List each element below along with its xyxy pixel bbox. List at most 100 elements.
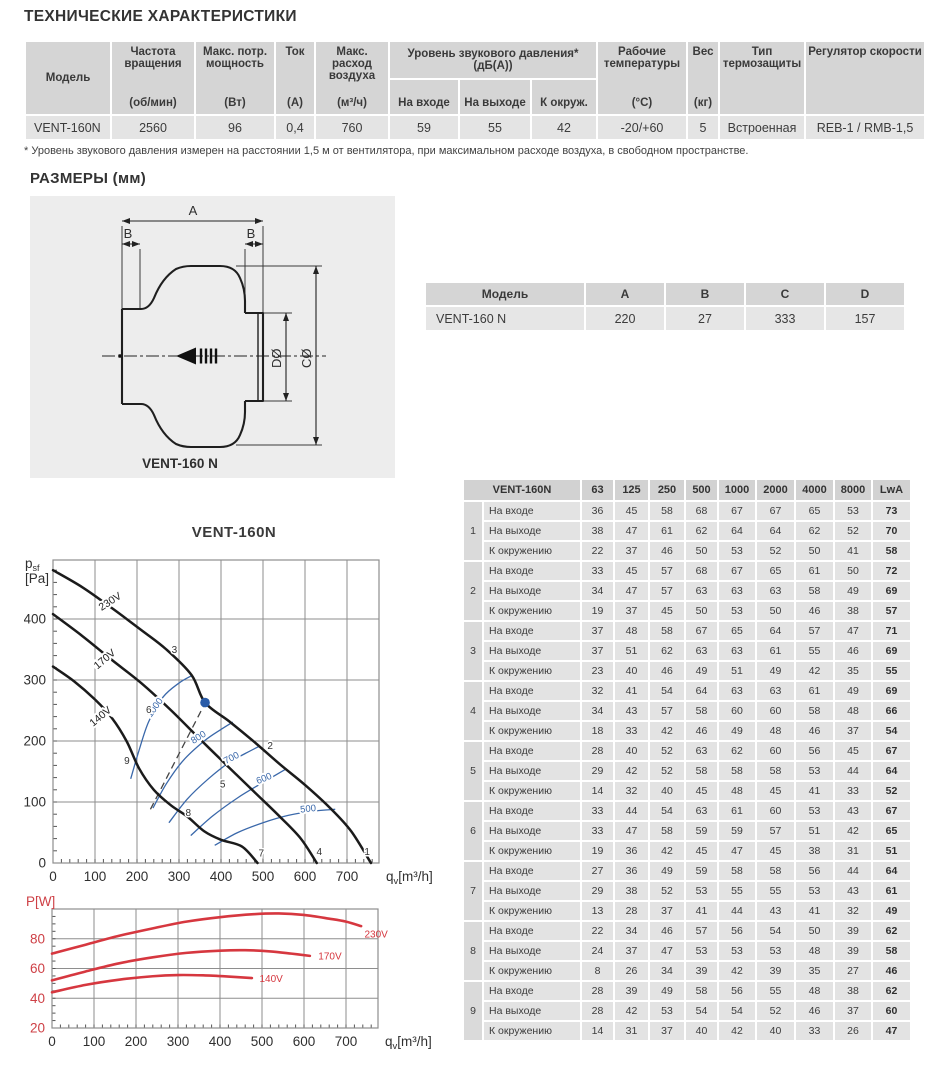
acoustic-value: 23 bbox=[582, 662, 613, 680]
acoustic-value: 37 bbox=[650, 1022, 684, 1040]
pressure-chart-title: VENT-160N bbox=[191, 524, 277, 541]
acoustic-value: 54 bbox=[686, 1002, 717, 1020]
acoustic-value: 61 bbox=[796, 562, 833, 580]
x-tick-label: 300 bbox=[168, 869, 191, 884]
acoustic-group-number: 9 bbox=[464, 982, 482, 1040]
acoustic-row: На выходе 37 51 62 63 63 61 55 46 69 bbox=[464, 642, 910, 660]
acoustic-value: 59 bbox=[686, 862, 717, 880]
acoustic-value: 42 bbox=[615, 1002, 648, 1020]
x-tick-label: 500 bbox=[252, 869, 275, 884]
x-tick-label: 200 bbox=[126, 869, 149, 884]
dims-value-c: 333 bbox=[746, 307, 824, 330]
curve-170V bbox=[51, 612, 319, 865]
acoustic-value: 38 bbox=[615, 882, 648, 900]
spec-value-temp: -20/+60 bbox=[598, 116, 686, 139]
acoustic-lwa-value: 57 bbox=[873, 602, 910, 620]
acoustic-lwa-value: 73 bbox=[873, 502, 910, 520]
acoustic-row-label: К окружению bbox=[484, 1022, 580, 1040]
acoustic-value: 49 bbox=[650, 982, 684, 1000]
motor-hatch-icon bbox=[199, 348, 218, 364]
acoustic-row-label: К окружению bbox=[484, 962, 580, 980]
x-tick-label: 100 bbox=[84, 869, 107, 884]
acoustic-value: 53 bbox=[796, 762, 833, 780]
acoustic-row-label: К окружению bbox=[484, 602, 580, 620]
y-tick-label: 80 bbox=[30, 931, 45, 946]
acoustic-value: 63 bbox=[719, 582, 755, 600]
y-axis-title: P[W] bbox=[26, 894, 55, 909]
acoustic-value: 56 bbox=[796, 742, 833, 760]
y-tick-label: 60 bbox=[30, 961, 45, 976]
curve-label-170V: 170V bbox=[318, 952, 342, 963]
acoustic-value: 39 bbox=[835, 942, 871, 960]
acoustic-lwa-value: 65 bbox=[873, 822, 910, 840]
acoustic-value: 45 bbox=[757, 782, 794, 800]
acoustic-value: 58 bbox=[757, 862, 794, 880]
acoustic-value: 32 bbox=[835, 902, 871, 920]
acoustic-table: VENT-160N 63 125 250 500 1000 2000 4000 8000 LwA 1… bbox=[462, 478, 912, 1042]
acoustic-row-label: На входе bbox=[484, 742, 580, 760]
acoustic-value: 34 bbox=[582, 582, 613, 600]
dims-value-a: 220 bbox=[586, 307, 664, 330]
acoustic-value: 48 bbox=[796, 942, 833, 960]
acoustic-group-number: 8 bbox=[464, 922, 482, 980]
spec-header-thermal: Тип термозащиты bbox=[720, 42, 804, 114]
acoustic-value: 50 bbox=[835, 562, 871, 580]
acoustic-value: 28 bbox=[582, 742, 613, 760]
acoustic-lwa-value: 64 bbox=[873, 862, 910, 880]
footnote: * Уровень звукового давления измерен на … bbox=[24, 145, 749, 157]
acoustic-value: 13 bbox=[582, 902, 613, 920]
acoustic-value: 49 bbox=[835, 582, 871, 600]
rpm-label-600: 600 bbox=[255, 771, 274, 787]
acoustic-value: 32 bbox=[582, 682, 613, 700]
dimensions-table: Модель A B C D VENT-160 N 220 27 333 157 bbox=[424, 281, 906, 332]
acoustic-value: 43 bbox=[757, 902, 794, 920]
rpm-curve-600 bbox=[190, 769, 286, 837]
acoustic-row: 5 На входе 28 40 52 63 62 60 56 45 67 bbox=[464, 742, 910, 800]
acoustic-value: 19 bbox=[582, 602, 613, 620]
acoustic-value: 26 bbox=[835, 1022, 871, 1040]
acoustic-value: 19 bbox=[582, 842, 613, 860]
acoustic-value: 58 bbox=[686, 982, 717, 1000]
acoustic-value: 57 bbox=[650, 582, 684, 600]
acoustic-value: 47 bbox=[719, 842, 755, 860]
acoustic-value: 47 bbox=[835, 622, 871, 640]
acoustic-row-label: На входе bbox=[484, 562, 580, 580]
minor-ticks bbox=[53, 569, 373, 863]
acoustic-value: 62 bbox=[650, 642, 684, 660]
spec-value-sound-out: 55 bbox=[460, 116, 530, 139]
x-tick-label: 300 bbox=[167, 1034, 190, 1049]
acoustic-row: На выходе 28 42 53 54 54 52 46 37 60 bbox=[464, 1002, 910, 1020]
acoustic-value: 45 bbox=[686, 842, 717, 860]
rpm-label-500: 500 bbox=[300, 803, 317, 816]
acoustic-freq-header: 1000 bbox=[719, 480, 755, 500]
acoustic-value: 36 bbox=[582, 502, 613, 520]
plot-border bbox=[52, 559, 380, 864]
acoustic-value: 53 bbox=[686, 942, 717, 960]
rpm-curve-500 bbox=[214, 808, 336, 846]
fan-housing-outline bbox=[120, 264, 265, 449]
acoustic-value: 42 bbox=[650, 722, 684, 740]
acoustic-row-label: На входе bbox=[484, 682, 580, 700]
acoustic-row: К окружению 14 31 37 40 42 40 33 26 47 bbox=[464, 1022, 910, 1040]
acoustic-value: 22 bbox=[582, 542, 613, 560]
acoustic-value: 39 bbox=[686, 962, 717, 980]
acoustic-group-number: 4 bbox=[464, 682, 482, 740]
acoustic-value: 57 bbox=[650, 702, 684, 720]
dims-header-model: Модель bbox=[426, 283, 584, 305]
acoustic-lwa-value: 64 bbox=[873, 762, 910, 780]
x-tick-label: 100 bbox=[83, 1034, 106, 1049]
acoustic-row: 3 На входе 37 48 58 67 65 64 57 47 71 bbox=[464, 622, 910, 680]
acoustic-value: 45 bbox=[757, 842, 794, 860]
acoustic-value: 58 bbox=[796, 582, 833, 600]
acoustic-row: К окружению 14 32 40 45 48 45 41 33 52 bbox=[464, 782, 910, 800]
acoustic-value: 50 bbox=[796, 922, 833, 940]
acoustic-value: 58 bbox=[796, 702, 833, 720]
acoustic-value: 37 bbox=[582, 642, 613, 660]
acoustic-value: 42 bbox=[719, 962, 755, 980]
y-axis-unit: [Pa] bbox=[25, 571, 49, 586]
spec-value-speed: 2560 bbox=[112, 116, 194, 139]
fan-dimension-drawing: A B B DØ CØ VENT-160 N bbox=[102, 203, 326, 471]
point-marker-1: 1 bbox=[364, 847, 370, 858]
x-tick-label: 700 bbox=[336, 869, 359, 884]
